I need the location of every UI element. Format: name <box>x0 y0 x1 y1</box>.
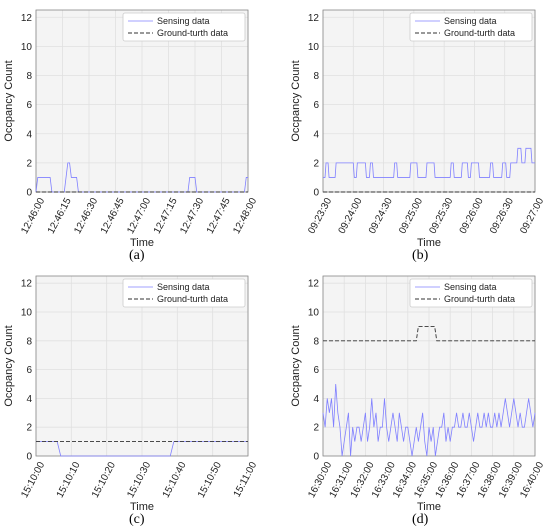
y-tick-label: 0 <box>313 188 319 199</box>
y-tick-label: 4 <box>313 129 319 140</box>
legend-entry: Ground-turth data <box>157 28 228 38</box>
plot-frame <box>322 275 536 457</box>
y-tick-label: 10 <box>21 42 33 53</box>
legend: Sensing data Ground-turth data <box>122 12 246 42</box>
legend-box <box>409 278 533 308</box>
legend: Sensing data Ground-turth data <box>409 278 533 308</box>
legend-entry: Sensing data <box>157 16 210 26</box>
series-line-sensing <box>323 147 535 178</box>
y-axis-label: Occpancy Count <box>290 60 302 141</box>
legend-entry: Sensing data <box>444 282 497 292</box>
x-axis-label: Time <box>417 237 441 249</box>
y-tick-label: 6 <box>313 100 319 111</box>
x-tick-label: 09:26:30 <box>488 196 516 236</box>
y-tick-label: 0 <box>313 452 319 463</box>
y-tick-label: 4 <box>26 394 32 405</box>
y-tick-label: 0 <box>26 188 32 199</box>
series-line-ground-truth <box>323 325 535 342</box>
y-tick-label: 8 <box>313 336 319 347</box>
legend: Sensing data Ground-turth data <box>409 12 533 42</box>
x-tick-label: 15:10:20 <box>90 460 118 500</box>
chart-panel-c: 0 2 4 6 8 10 12 15:10:00 15:10:10 15:10:20 15:10:3… <box>3 275 260 513</box>
panel-label-d: (d) <box>412 512 429 527</box>
y-tick-label: 6 <box>26 365 32 376</box>
y-tick-label: 0 <box>26 452 32 463</box>
x-tick-label: 12:48:00 <box>231 196 259 236</box>
x-axis-label: Time <box>417 501 441 513</box>
legend-entry: Ground-turth data <box>444 294 515 304</box>
y-tick-label: 8 <box>26 336 32 347</box>
y-tick-label: 6 <box>313 365 319 376</box>
y-tick-label: 8 <box>313 71 319 82</box>
y-axis-label: Occpancy Count <box>290 325 302 406</box>
x-tick-label: 09:24:30 <box>367 196 395 236</box>
legend-entry: Sensing data <box>444 16 497 26</box>
y-tick-label: 6 <box>26 100 32 111</box>
legend-entry: Ground-turth data <box>444 28 515 38</box>
x-tick-label: 12:47:00 <box>125 196 153 236</box>
y-axis-label: Occpancy Count <box>3 325 15 406</box>
series-line-sensing <box>322 383 536 457</box>
panel-label-a: (a) <box>129 248 145 263</box>
x-tick-label: 09:23:30 <box>306 196 334 236</box>
y-tick-label: 4 <box>313 394 319 405</box>
legend: Sensing data Ground-turth data <box>122 278 246 308</box>
x-tick-label: 15:10:00 <box>19 460 47 500</box>
panel-label-b: (b) <box>412 248 429 263</box>
legend-box <box>122 278 246 308</box>
chart-panel-d: 02468101216:30:0016:31:0016:32:0016:33:0… <box>290 275 547 513</box>
x-tick-label: 15:10:50 <box>196 460 224 500</box>
y-axis-label: Occpancy Count <box>3 60 15 141</box>
y-tick-label: 8 <box>26 71 32 82</box>
y-tick-label: 10 <box>21 308 33 319</box>
x-tick-label: 12:46:30 <box>72 196 100 236</box>
x-tick-label: 12:46:00 <box>19 196 47 236</box>
x-axis-label: Time <box>130 501 154 513</box>
x-tick-label: 15:10:10 <box>55 460 83 500</box>
x-tick-label: 15:11:00 <box>232 460 260 499</box>
x-axis-label: Time <box>130 237 154 249</box>
x-tick-label: 15:10:30 <box>125 460 153 500</box>
y-tick-label: 4 <box>26 129 32 140</box>
x-tick-label: 12:46:45 <box>99 196 127 236</box>
y-tick-label: 10 <box>308 308 320 319</box>
series-line-sensing <box>35 162 248 193</box>
y-tick-label: 2 <box>313 158 319 169</box>
y-tick-label: 2 <box>26 423 32 434</box>
x-tick-label: 09:25:30 <box>427 196 455 236</box>
x-tick-label: 12:47:30 <box>178 196 206 236</box>
legend-entry: Sensing data <box>157 282 210 292</box>
legend-entry: Ground-turth data <box>157 294 228 304</box>
x-tick-label: 12:47:15 <box>152 196 180 236</box>
x-tick-label: 12:47:45 <box>205 196 233 236</box>
legend-box <box>122 12 246 42</box>
x-tick-label: 09:27:00 <box>518 196 546 236</box>
y-tick-label: 12 <box>308 13 320 24</box>
x-tick-label: 12:46:15 <box>46 196 74 236</box>
panel-label-c: (c) <box>129 512 145 527</box>
legend-box <box>409 12 533 42</box>
x-tick-label: 09:26:00 <box>458 196 486 236</box>
x-tick-label: 09:24:00 <box>337 196 365 236</box>
chart-panel-a: 0 2 4 6 8 10 12 12:46:0012:46:1512:46:3012:46:4… <box>3 9 260 249</box>
y-tick-label: 2 <box>313 423 319 434</box>
x-tick-label: 09:25:00 <box>397 196 425 236</box>
y-tick-label: 12 <box>21 13 33 24</box>
x-tick-label: 15:10:40 <box>161 460 189 500</box>
y-tick-label: 12 <box>308 279 320 290</box>
y-tick-label: 12 <box>21 279 33 290</box>
chart-panel-b: 0 2 4 6 8 10 12 09:23:30 09:24:00 09:24:30 09:25:0… <box>290 9 547 249</box>
y-tick-label: 2 <box>26 158 32 169</box>
y-tick-label: 10 <box>308 42 320 53</box>
